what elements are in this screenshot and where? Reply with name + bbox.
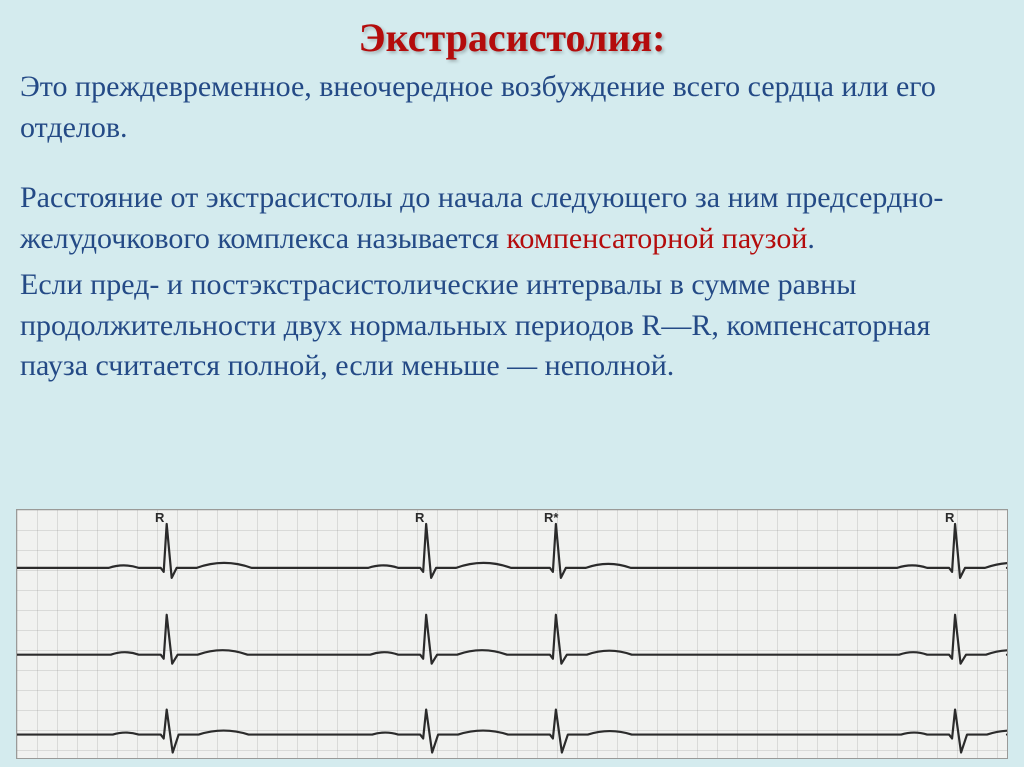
- slide: Экстрасистолия: Это преждевременное, вне…: [0, 0, 1024, 767]
- ecg-traces: [17, 510, 1007, 759]
- paragraph-full-incomplete: Если пред- и постэкстрасистолические инт…: [20, 265, 1004, 387]
- p2-dot: .: [807, 222, 815, 255]
- paragraph-definition: Это преждевременное, внеочередное возбуж…: [20, 67, 1004, 148]
- slide-title: Экстрасистолия:: [20, 14, 1004, 61]
- p2-term: компенсаторной паузой: [506, 222, 807, 255]
- paragraph-compensatory-pause: Расстояние от экстрасистолы до начала сл…: [20, 178, 1004, 259]
- r-label: R*: [544, 510, 558, 525]
- r-label: R: [415, 510, 424, 525]
- r-label: R: [945, 510, 954, 525]
- r-label: R: [155, 510, 164, 525]
- ecg-strip: R R R* R: [16, 509, 1008, 759]
